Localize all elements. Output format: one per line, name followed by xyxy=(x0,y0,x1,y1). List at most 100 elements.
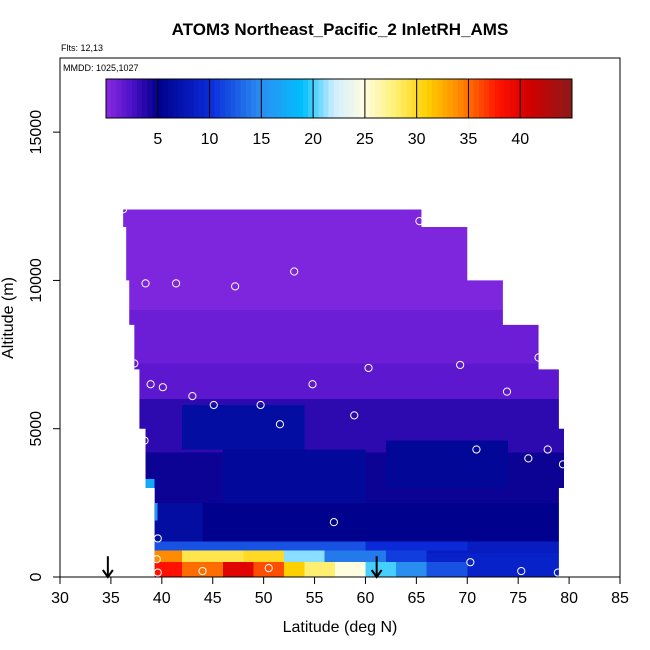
sample-point xyxy=(153,568,162,577)
colorbar-tick-label: 20 xyxy=(304,131,322,148)
sample-point xyxy=(153,534,162,543)
field-cell xyxy=(154,541,366,551)
y-axis-label: Altitude (m) xyxy=(0,277,17,359)
sample-point xyxy=(231,282,240,291)
colorbar-cell xyxy=(483,79,490,118)
colorbar-tick-label: 25 xyxy=(356,131,374,148)
sample-point xyxy=(290,267,299,276)
colorbar-cell xyxy=(111,79,117,118)
colorbar-cell xyxy=(406,79,412,118)
sample-point xyxy=(171,279,181,288)
sample-point xyxy=(308,380,317,389)
colorbar-cell xyxy=(178,79,185,118)
colorbar-cell xyxy=(525,79,532,118)
field-cell xyxy=(284,562,305,577)
sample-point xyxy=(350,411,359,420)
sample-point xyxy=(553,568,562,577)
colorbar-cell xyxy=(240,79,247,118)
x-tick-label: 70 xyxy=(458,590,476,607)
colorbar-cell xyxy=(142,79,148,118)
colorbar-cell xyxy=(421,79,428,118)
colorbar-cell xyxy=(478,79,485,118)
colorbar-cell xyxy=(385,79,392,118)
colorbar-cell xyxy=(188,79,195,118)
colorbar-cell xyxy=(131,79,138,118)
field-cell xyxy=(182,550,244,563)
colorbar-cell xyxy=(328,79,335,118)
colorbar-cell xyxy=(458,79,464,118)
colorbar-cell xyxy=(530,79,537,118)
colorbar-cell xyxy=(375,79,381,118)
sample-point xyxy=(275,420,285,429)
sample-point xyxy=(209,400,218,410)
colorbar-cell xyxy=(452,79,459,118)
colorbar-cell xyxy=(333,79,340,118)
x-tick-label: 55 xyxy=(306,590,324,607)
colorbar-cell xyxy=(292,79,299,118)
colorbar-cell xyxy=(214,79,221,118)
field-cell xyxy=(123,310,565,364)
x-tick-label: 30 xyxy=(51,590,69,607)
x-axis-label: Latitude (deg N) xyxy=(283,619,398,636)
colorbar-cell xyxy=(468,79,475,118)
field-cell xyxy=(334,562,366,577)
colorbar-cell xyxy=(271,79,278,118)
y-tick-label: 5000 xyxy=(28,411,45,447)
colorbar-cell xyxy=(432,79,438,118)
colorbar-cell xyxy=(282,79,288,118)
sample-point xyxy=(140,436,149,445)
sample-point xyxy=(130,359,139,368)
colorbar-cell xyxy=(106,79,112,118)
field-cell xyxy=(123,363,565,400)
colorbar-cell xyxy=(323,79,330,118)
colorbar-cell xyxy=(307,79,314,118)
sample-point xyxy=(558,460,568,469)
sample-point xyxy=(158,383,167,392)
sample-point xyxy=(146,380,155,389)
colorbar-cell xyxy=(344,79,350,118)
colorbar-cell xyxy=(194,79,200,118)
field-cell xyxy=(396,562,427,577)
sample-point xyxy=(329,518,338,527)
flights-label: Flts: 12,13 xyxy=(61,43,103,53)
y-tick-label: 0 xyxy=(28,572,45,581)
field-cell xyxy=(145,479,155,494)
x-tick-label: 50 xyxy=(255,590,273,607)
colorbar-cell xyxy=(183,79,190,118)
colorbar-cell xyxy=(359,79,366,118)
field-cell xyxy=(385,550,427,563)
colorbar-cell xyxy=(209,79,216,118)
colorbar-cell xyxy=(535,79,542,118)
sample-point xyxy=(534,353,543,362)
colorbar-gradient xyxy=(105,78,573,119)
field-cell xyxy=(426,562,468,577)
colorbar-cell xyxy=(147,79,154,118)
colorbar-cell xyxy=(126,79,133,118)
colorbar-cell xyxy=(256,79,262,118)
colorbar-cell xyxy=(152,79,159,118)
colorbar-cell xyxy=(204,79,211,118)
colorbar-cell xyxy=(339,79,345,118)
colorbar-cell xyxy=(276,79,283,118)
colorbar-tick-label: 30 xyxy=(408,131,426,148)
sample-point xyxy=(466,558,475,567)
colorbar-cell xyxy=(354,79,361,118)
colorbar-tick-label: 15 xyxy=(252,131,270,148)
field-cell xyxy=(324,550,386,563)
colorbar-cell xyxy=(473,79,480,118)
y-axis: 0 5000 10000 15000 xyxy=(28,110,60,581)
colorbar-cell xyxy=(121,79,128,118)
sample-point xyxy=(517,566,526,576)
colorbar-cell xyxy=(313,79,319,118)
field-cell xyxy=(182,562,223,577)
colorbar-cell xyxy=(447,79,454,118)
field-cell xyxy=(385,440,508,489)
sample-point xyxy=(543,445,552,454)
colorbar-cell xyxy=(173,79,179,118)
colorbar-cell xyxy=(168,79,174,118)
colorbar-cell xyxy=(318,79,324,118)
x-tick-label: 35 xyxy=(102,590,120,607)
colorbar: 5 10 15 20 25 30 35 40 xyxy=(105,78,573,148)
colorbar-cell xyxy=(566,79,573,118)
